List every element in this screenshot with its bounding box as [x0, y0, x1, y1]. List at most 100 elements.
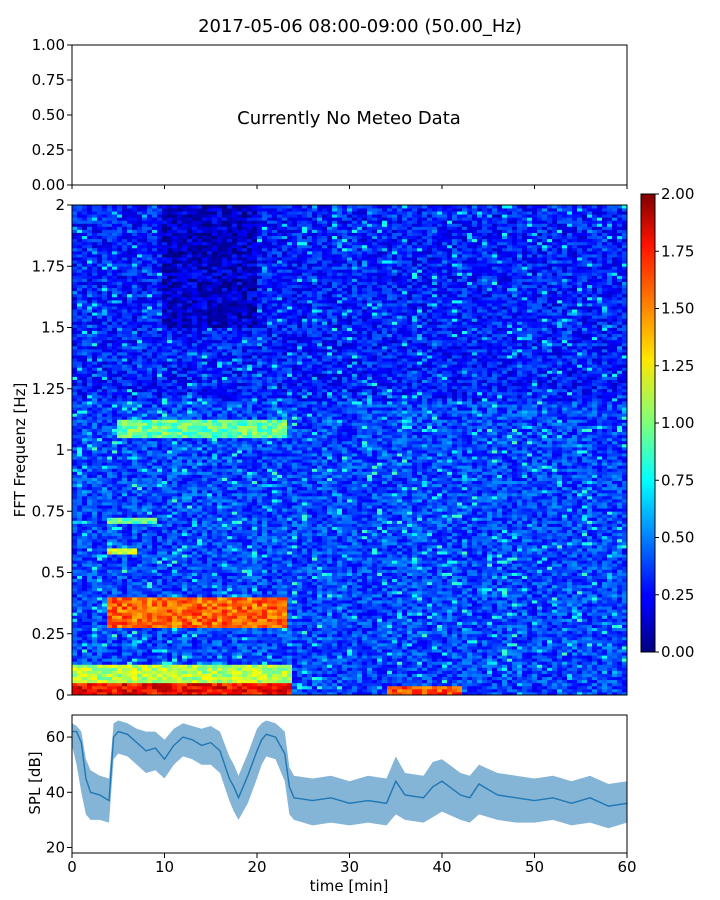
spectrogram-cell: [102, 691, 108, 696]
spectrogram-cell: [167, 324, 173, 328]
spectrogram-cell: [142, 569, 148, 573]
spectrogram-cell: [192, 315, 198, 319]
spectrogram-cell: [87, 649, 93, 653]
spectrogram-cell: [82, 287, 88, 292]
spectrogram-cell: [137, 217, 143, 221]
spectrogram-cell: [87, 385, 93, 390]
spectrogram-cell: [147, 633, 153, 638]
spectrogram-cell: [97, 376, 103, 380]
spectrogram-cell: [102, 624, 108, 629]
spectrogram-cell: [122, 468, 128, 472]
spectrogram-cell: [182, 474, 188, 478]
spectrogram-cell: [202, 526, 208, 531]
spectrogram-cell: [122, 309, 128, 313]
spectrogram-cell: [177, 450, 183, 454]
spectrogram-cell: [112, 220, 118, 224]
spectrogram-cell: [82, 342, 88, 347]
spectrogram-cell: [137, 492, 143, 497]
spectrogram-cell: [112, 646, 118, 650]
spectrogram-cell: [167, 649, 173, 653]
spectrogram-cell: [112, 603, 118, 607]
spectrogram-cell: [72, 214, 78, 218]
spectrogram-cell: [77, 523, 83, 527]
spectrogram-cell: [72, 495, 78, 500]
spectrogram-cell: [172, 376, 178, 380]
spectrogram-cell: [112, 235, 118, 240]
spectrogram-cell: [92, 440, 98, 445]
spectrogram-cell: [217, 232, 223, 237]
spectrogram-cell: [162, 348, 168, 353]
spectrogram-cell: [127, 486, 133, 491]
spectrogram-cell: [172, 670, 178, 674]
spectrogram-cell: [132, 428, 138, 433]
spectrogram-cell: [167, 269, 173, 273]
spectrogram-cell: [72, 425, 78, 429]
spectrogram-cell: [162, 404, 168, 408]
spectrogram-cell: [192, 263, 198, 267]
spectrogram-cell: [132, 514, 138, 518]
spectrogram-cell: [187, 299, 193, 304]
spectrogram-cell: [187, 468, 193, 472]
spectrogram-cell: [117, 618, 123, 622]
spectrogram-cell: [197, 382, 203, 387]
spectrogram-cell: [122, 688, 128, 693]
spectrogram-cell: [197, 612, 203, 616]
spectrogram-cell: [82, 281, 88, 286]
spectrogram-cell: [147, 281, 153, 286]
spectrogram-cell: [217, 205, 223, 209]
spectrogram-cell: [192, 609, 198, 613]
spectrogram-cell: [157, 600, 163, 604]
spectrogram-cell: [137, 315, 143, 319]
spectrogram-cell: [117, 244, 123, 249]
spectrogram-cell: [197, 557, 203, 561]
spectrogram-cell: [127, 471, 133, 475]
spectrogram-cell: [77, 397, 83, 402]
spectrogram-cell: [117, 321, 123, 325]
spectrogram-cell: [77, 358, 83, 362]
meteo-ytick-label: 1.00: [32, 36, 65, 54]
spectrogram-cell: [117, 658, 123, 662]
spectrogram-cell: [117, 220, 123, 224]
spectrogram-cell: [122, 502, 128, 506]
spectrogram-cell: [97, 541, 103, 546]
spectrogram-cell: [207, 633, 213, 638]
spectrogram-cell: [87, 514, 93, 518]
spectrogram-cell: [172, 471, 178, 475]
spectrogram-cell: [157, 658, 163, 662]
spectrogram-cell: [87, 272, 93, 276]
spectrogram-cell: [107, 217, 113, 221]
spectrogram-cell: [147, 465, 153, 469]
spectrogram-cell: [152, 673, 158, 678]
spectrogram-cell: [137, 618, 143, 622]
spectrogram-cell: [182, 247, 188, 252]
spectrogram-cell: [202, 422, 208, 426]
spectrogram-cell: [147, 394, 153, 399]
spectrogram-cell: [192, 250, 198, 255]
spectrogram-cell: [127, 290, 133, 295]
spectrogram-cell: [102, 520, 108, 524]
spectrogram-cell: [197, 266, 203, 270]
spectrogram-cell: [92, 639, 98, 644]
spectrogram-cell: [107, 443, 113, 448]
spectrogram-cell: [132, 333, 138, 338]
spectrogram-cell: [112, 664, 118, 668]
spectrogram-cell: [137, 226, 143, 230]
spectrogram-cell: [192, 345, 198, 350]
spectrogram-cell: [107, 639, 113, 644]
spectrogram-cell: [172, 578, 178, 583]
spectrogram-cell: [82, 450, 88, 454]
spectrogram-cell: [142, 401, 148, 405]
spectrogram-cell: [212, 529, 218, 534]
spectrogram-cell: [217, 278, 223, 282]
spectrogram-cell: [202, 281, 208, 286]
spectrogram-cell: [147, 321, 153, 325]
spectrogram-cell: [162, 223, 168, 227]
spectrogram-cell: [127, 388, 133, 393]
spectrogram-cell: [202, 428, 208, 433]
spectrogram-cell: [132, 544, 138, 549]
spectrogram-cell: [172, 649, 178, 653]
spectrogram-cell: [112, 352, 118, 356]
spectrogram-cell: [217, 358, 223, 362]
spectrogram-cell: [212, 281, 218, 286]
spectrogram-cell: [87, 306, 93, 310]
